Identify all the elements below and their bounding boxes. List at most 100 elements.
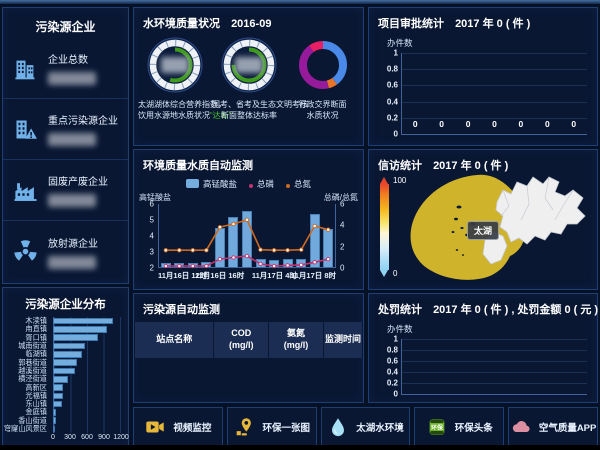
gauge-exam-rate[interactable]: 国考、省考及生态文明考核 断面整体达标率 bbox=[212, 36, 308, 121]
legend-arrow-up-icon bbox=[380, 177, 388, 184]
stat-value-blurred bbox=[48, 194, 96, 207]
distribution-bar[interactable] bbox=[53, 409, 57, 416]
panel-water-status: 水环境质量状况 2016-09 太湖湖体综合营养指数， 饮用水源地水质状况“达标… bbox=[133, 7, 364, 146]
bottom-app-bar: 视频监控 环保一张图 太湖水环境 环保 环 bbox=[133, 407, 598, 447]
ytick-label: 0.6 bbox=[386, 80, 398, 90]
data-point[interactable] bbox=[217, 224, 223, 230]
approval-title: 项目审批统计 bbox=[378, 18, 444, 30]
data-point[interactable] bbox=[258, 247, 263, 252]
env-map-button[interactable]: 环保一张图 bbox=[226, 407, 317, 447]
wq-lines-layer bbox=[163, 217, 331, 269]
data-point[interactable] bbox=[163, 248, 168, 253]
distribution-xtick: 900 bbox=[98, 434, 110, 442]
data-point[interactable] bbox=[299, 262, 304, 268]
wq-xtick-label: 11月17日 8时 bbox=[290, 271, 336, 280]
wq-bar[interactable] bbox=[282, 259, 293, 267]
data-point[interactable] bbox=[244, 217, 250, 222]
stat-enterprise-total[interactable]: 企业总数 bbox=[3, 38, 128, 99]
gridline bbox=[402, 383, 587, 384]
legend-item-总氮[interactable]: 总氮 bbox=[286, 178, 311, 190]
data-point[interactable] bbox=[177, 248, 182, 253]
zero-value: 0 bbox=[518, 119, 524, 129]
data-point[interactable] bbox=[271, 248, 277, 253]
distribution-bar[interactable] bbox=[53, 334, 98, 342]
gauge-arc-1 bbox=[231, 47, 267, 83]
data-point[interactable] bbox=[244, 253, 250, 259]
data-point[interactable] bbox=[231, 255, 236, 260]
data-point[interactable] bbox=[312, 223, 317, 229]
distribution-bar[interactable] bbox=[53, 375, 68, 383]
legend-max: 100 bbox=[393, 176, 407, 185]
video-monitor-button[interactable]: 视频监控 bbox=[133, 407, 223, 447]
stat-radiation-source[interactable]: 放射源企业 bbox=[3, 221, 128, 282]
data-point[interactable] bbox=[299, 247, 304, 252]
gridline bbox=[402, 69, 587, 71]
distribution-bar[interactable] bbox=[53, 342, 85, 350]
stat-key-pollution[interactable]: 重点污染源企业 bbox=[3, 99, 128, 160]
data-point[interactable] bbox=[163, 263, 168, 269]
gridline bbox=[402, 361, 587, 362]
distribution-xtick: 1200 bbox=[113, 434, 129, 442]
data-point[interactable] bbox=[326, 256, 331, 262]
distribution-bar[interactable] bbox=[53, 367, 76, 375]
wq-bar[interactable] bbox=[228, 216, 239, 267]
distribution-bar[interactable] bbox=[53, 359, 78, 366]
wq-left-tick: 2 bbox=[149, 263, 154, 273]
data-point[interactable] bbox=[285, 248, 290, 253]
wq-xtick-label: 11月17日 4时 bbox=[251, 271, 297, 280]
distribution-bar[interactable] bbox=[53, 425, 55, 433]
radiation-icon bbox=[14, 240, 37, 261]
data-point[interactable] bbox=[190, 263, 195, 269]
donut-boundary-quality[interactable]: 行政交界断面 水质状况 bbox=[286, 36, 359, 121]
distribution-xtick: 300 bbox=[64, 434, 76, 442]
data-point[interactable] bbox=[204, 263, 209, 269]
data-point[interactable] bbox=[190, 248, 195, 253]
legend-item-高锰酸盐[interactable]: 高锰酸盐 bbox=[185, 178, 237, 190]
data-point[interactable] bbox=[271, 263, 277, 269]
distribution-bar-track bbox=[53, 400, 121, 408]
wq-bar[interactable] bbox=[269, 259, 280, 267]
distribution-bar[interactable] bbox=[53, 351, 83, 358]
data-point[interactable] bbox=[204, 248, 209, 253]
gauge-arc-0 bbox=[157, 47, 193, 83]
data-point[interactable] bbox=[326, 227, 331, 232]
taihu-water-button[interactable]: 太湖水环境 bbox=[320, 407, 411, 447]
data-point[interactable] bbox=[285, 263, 290, 268]
distribution-bar[interactable] bbox=[53, 326, 107, 333]
stat-label: 放射源企业 bbox=[48, 238, 98, 250]
donut-slice[interactable] bbox=[298, 41, 347, 89]
wq-bar[interactable] bbox=[242, 211, 252, 267]
data-point[interactable] bbox=[217, 256, 223, 262]
legend-label: 总磷 bbox=[256, 178, 274, 189]
gauge-value-blurred bbox=[235, 57, 263, 73]
legend-item-总磷[interactable]: 总磷 bbox=[248, 178, 274, 190]
data-point[interactable] bbox=[231, 221, 236, 227]
data-point[interactable] bbox=[312, 260, 317, 265]
table-header-time: 监测时间 bbox=[323, 322, 363, 358]
distribution-bar[interactable] bbox=[53, 392, 63, 400]
env-news-button[interactable]: 环保 环保头条 bbox=[414, 407, 505, 447]
distribution-bar[interactable] bbox=[53, 317, 114, 325]
panel-water-auto-monitor: 环境质量水质自动监测 高锰酸盐 总磷 总氮 高锰酸盐 总磷/总氮 6 5 4 3 2 6 4 2… bbox=[133, 149, 364, 290]
data-point[interactable] bbox=[177, 263, 182, 269]
gauge bbox=[146, 36, 204, 94]
stat-solid-waste[interactable]: 固废产废企业 bbox=[3, 160, 128, 221]
line-series-总氮[interactable] bbox=[165, 218, 329, 252]
ytick-label: 0.8 bbox=[386, 345, 398, 355]
distribution-row: 高新区 bbox=[3, 383, 128, 392]
distribution-category-label: 越溪街道 bbox=[18, 365, 47, 375]
gauge-taihu-index[interactable]: 太湖湖体综合营养指数， 饮用水源地水质状况“达标” bbox=[138, 36, 231, 121]
distribution-bar[interactable] bbox=[53, 400, 63, 408]
distribution-bar[interactable] bbox=[53, 384, 64, 391]
wq-bar[interactable] bbox=[309, 214, 320, 267]
donut-slice[interactable] bbox=[298, 41, 347, 89]
data-point[interactable] bbox=[258, 261, 263, 267]
air-quality-app-button[interactable]: 空气质量APP bbox=[508, 407, 598, 447]
distribution-category-label: 胥口镇 bbox=[25, 332, 47, 342]
distribution-category-label: 甪直镇 bbox=[25, 324, 47, 334]
distribution-category-label: 穹窿山风景区 bbox=[3, 424, 47, 434]
distribution-category-label: 临湖镇 bbox=[25, 349, 47, 359]
distribution-bar[interactable] bbox=[53, 417, 57, 424]
ytick-label: 0.2 bbox=[386, 378, 398, 388]
donut bbox=[294, 36, 352, 94]
